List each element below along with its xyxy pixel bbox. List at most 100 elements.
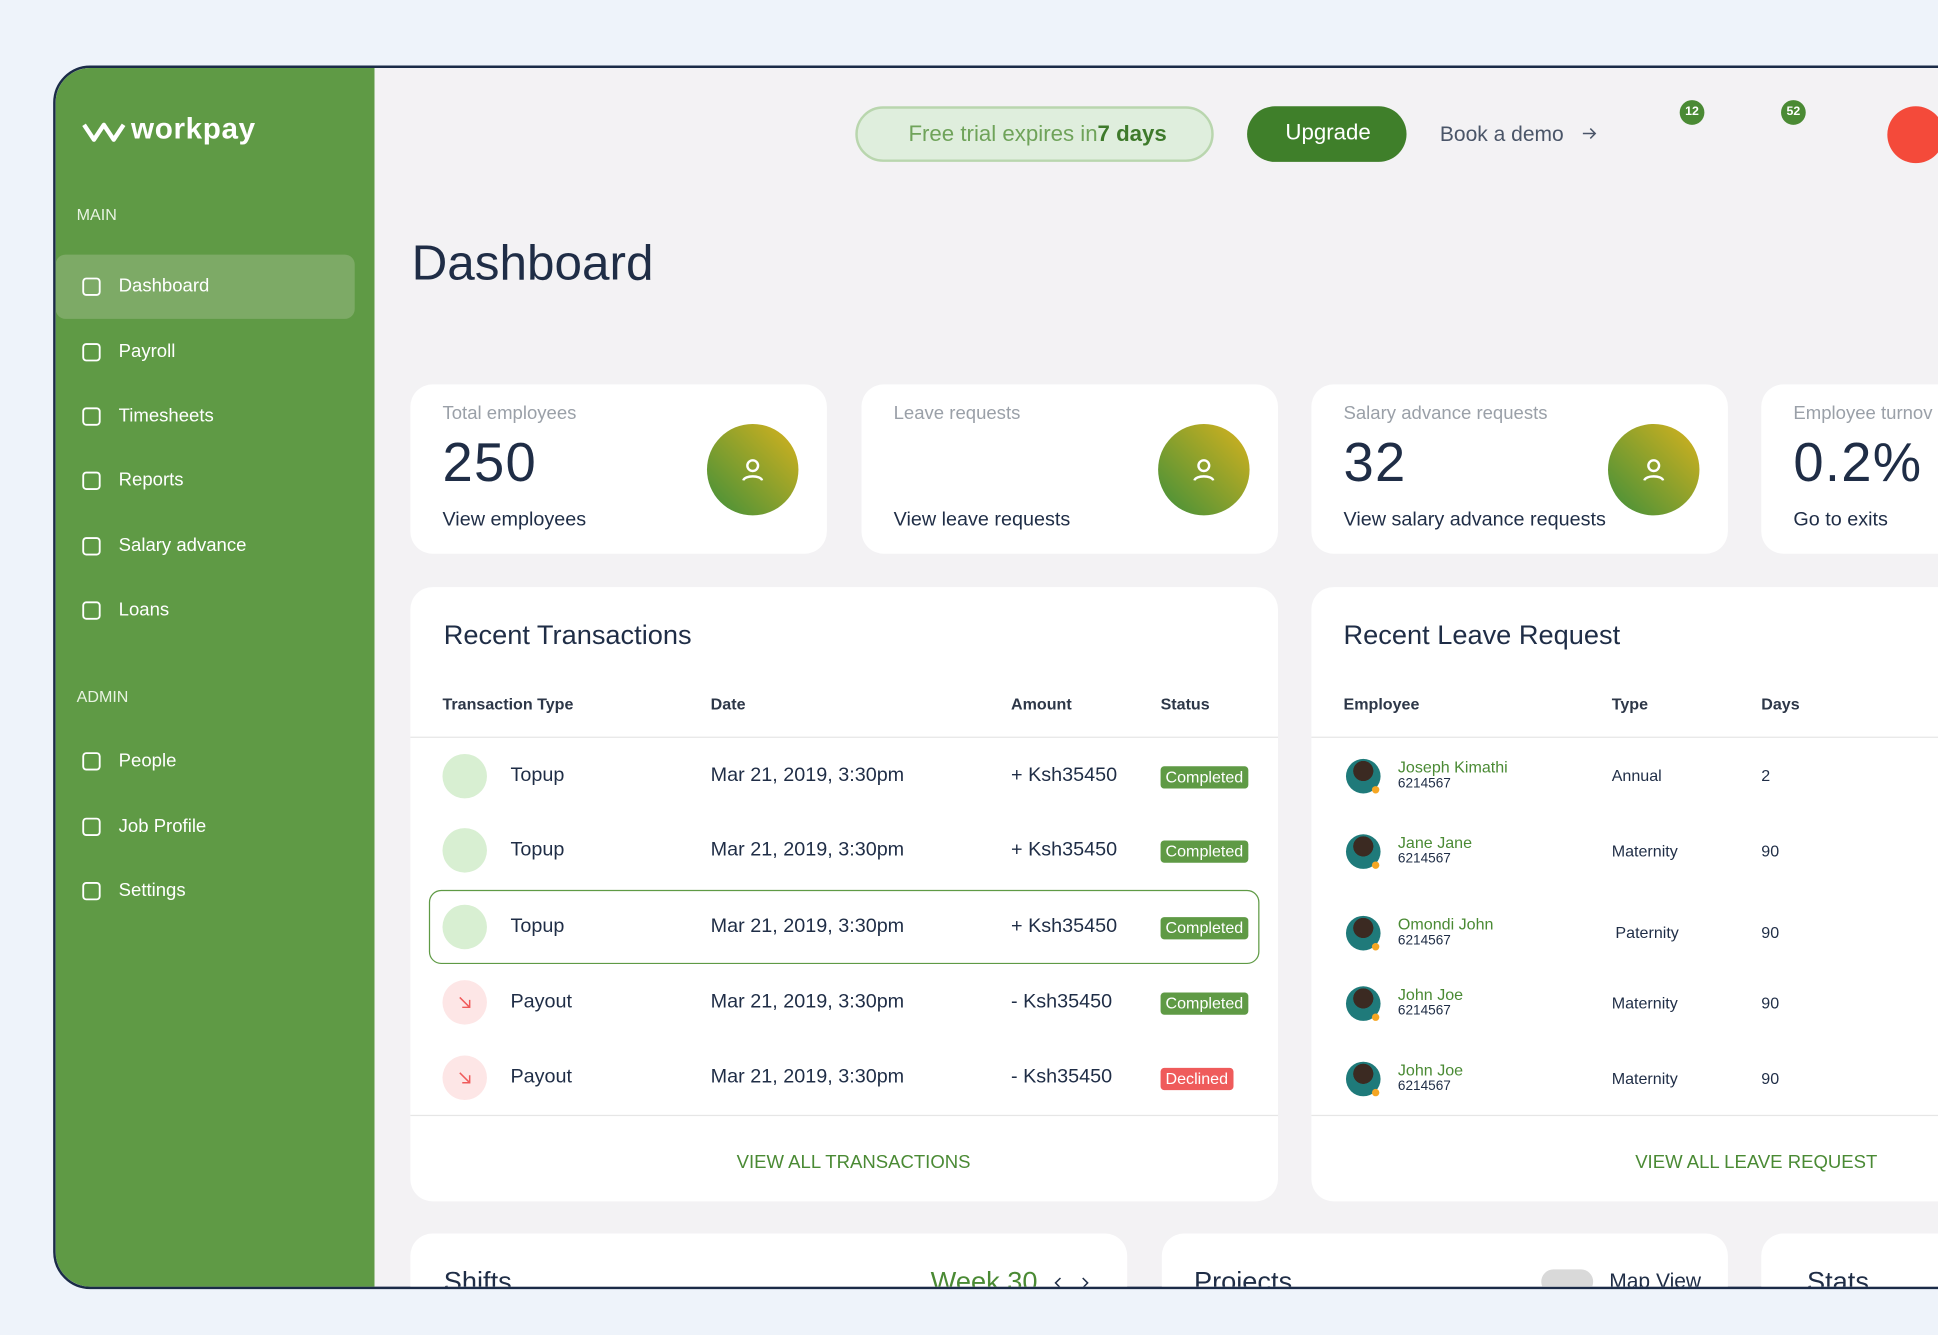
view-all-link[interactable]: VIEW ALL TRANSACTIONS — [736, 1151, 971, 1173]
leave-type: Paternity — [1615, 923, 1679, 943]
stat-link[interactable]: View employees — [442, 509, 587, 531]
leave-days: 90 — [1761, 993, 1780, 1013]
row-icon — [442, 753, 487, 799]
row-icon — [442, 904, 487, 950]
column-header: Type — [1611, 694, 1649, 714]
nav-icon — [79, 598, 104, 623]
employee-id: 6214567 — [1397, 1079, 1451, 1095]
nav-item[interactable]: Reports — [118, 469, 184, 491]
map-view: Map View — [1609, 1269, 1702, 1290]
nav-item[interactable]: People — [118, 750, 177, 772]
stat-link[interactable]: View salary advance requests — [1343, 509, 1606, 531]
txn-type: Topup — [510, 839, 565, 861]
column-header: Days — [1761, 694, 1800, 714]
stat-glyph — [1638, 454, 1670, 486]
stat-value: 32 — [1343, 432, 1407, 493]
nav-icon — [79, 340, 104, 365]
employee-name: John Joe — [1397, 1060, 1464, 1080]
stat-link[interactable]: View leave requests — [893, 509, 1071, 531]
txn-amount: + Ksh35450 — [1011, 765, 1118, 787]
book-demo[interactable]: Book a demo — [1439, 122, 1564, 146]
stat-icon — [1158, 423, 1250, 516]
nav-item[interactable]: Salary advance — [118, 535, 247, 557]
employee-id: 6214567 — [1397, 776, 1451, 792]
leave-days: 2 — [1761, 766, 1771, 786]
leave-type: Maternity — [1611, 841, 1678, 861]
row-highlight[interactable] — [428, 889, 1260, 965]
nav-icon — [79, 815, 104, 840]
txn-status: Completed — [1160, 992, 1249, 1015]
employee-id: 6214567 — [1397, 1004, 1451, 1019]
divider — [410, 1114, 1278, 1117]
txn-type: Payout — [510, 1067, 573, 1089]
txn-amount: + Ksh35450 — [1011, 839, 1118, 861]
logo-text: workpay — [131, 111, 256, 146]
badge — [1781, 100, 1806, 125]
page-title: Dashboard — [411, 236, 654, 291]
nav-icon — [79, 404, 104, 429]
divider — [1311, 1114, 1938, 1117]
map-toggle[interactable] — [1541, 1269, 1594, 1287]
stat-label: Salary advance requests — [1343, 402, 1548, 424]
nav-icon — [79, 534, 104, 559]
leave-type: Maternity — [1611, 993, 1678, 1013]
stat-value: 0.2% — [1793, 432, 1923, 493]
logo-icon — [82, 122, 126, 142]
status-dot — [1371, 786, 1380, 794]
nav-item[interactable]: Dashboard — [118, 275, 210, 297]
stat-glyph — [1188, 454, 1220, 486]
leave-type: Annual — [1611, 766, 1662, 786]
leave-type: Maternity — [1611, 1069, 1678, 1088]
nav-item[interactable]: Payroll — [118, 341, 176, 363]
txn-type: Payout — [510, 991, 573, 1013]
employee-name: John Joe — [1397, 985, 1464, 1004]
txn-type: Topup — [510, 916, 565, 938]
payout-arrow — [455, 992, 475, 1012]
divider — [1311, 736, 1938, 738]
stat-link[interactable]: Go to exits — [1793, 509, 1888, 531]
txn-status: Completed — [1160, 766, 1249, 789]
nav-item[interactable]: Job Profile — [118, 815, 207, 837]
nav-icon — [79, 468, 104, 493]
badge — [1679, 100, 1705, 125]
upgrade-button[interactable] — [1247, 106, 1407, 162]
column-header: Status — [1160, 694, 1210, 714]
txn-type: Topup — [510, 765, 565, 787]
employee-name: Jane Jane — [1397, 833, 1473, 852]
stat-glyph — [737, 454, 769, 486]
nav-icon — [79, 749, 104, 774]
stat-value: 250 — [442, 432, 537, 493]
card-title: Projects — [1193, 1265, 1293, 1290]
shifts-card — [410, 1233, 1128, 1287]
column-header: Transaction Type — [442, 694, 574, 714]
status-dot — [1371, 861, 1380, 869]
status-dot — [1371, 1088, 1380, 1097]
section-label: MAIN — [76, 205, 117, 224]
app-frame: workpay MAIN Dashboard Payroll Timesheets Rep… — [53, 65, 1938, 1290]
nav-icon — [79, 274, 104, 299]
stat-label: Leave requests — [893, 402, 1021, 424]
row-icon — [442, 828, 487, 873]
next-week — [1075, 1273, 1095, 1287]
employee-name: Joseph Kimathi — [1397, 757, 1508, 777]
column-header: Date — [710, 694, 746, 714]
card-title: Shifts — [443, 1265, 512, 1290]
view-all-link[interactable]: VIEW ALL LEAVE REQUEST — [1635, 1151, 1878, 1173]
leave-days: 90 — [1761, 1069, 1780, 1088]
trial-text: Free trial expires in — [908, 121, 1098, 147]
leave-days: 90 — [1761, 923, 1780, 943]
section-label: ADMIN — [76, 687, 129, 706]
trial-days: 7 days — [1097, 121, 1167, 147]
stat-card — [1761, 384, 1938, 554]
txn-amount: + Ksh35450 — [1011, 916, 1118, 938]
txn-date: Mar 21, 2019, 3:30pm — [710, 839, 905, 861]
upgrade-text[interactable]: Upgrade — [1285, 120, 1371, 145]
nav-item[interactable]: Loans — [118, 599, 170, 621]
nav-item[interactable]: Settings — [118, 880, 186, 902]
txn-date: Mar 21, 2019, 3:30pm — [710, 765, 905, 787]
card-title: Recent Leave Request — [1343, 618, 1621, 650]
nav-item[interactable]: Timesheets — [118, 405, 214, 427]
nav-active — [55, 254, 355, 319]
status-dot — [1371, 1013, 1380, 1021]
